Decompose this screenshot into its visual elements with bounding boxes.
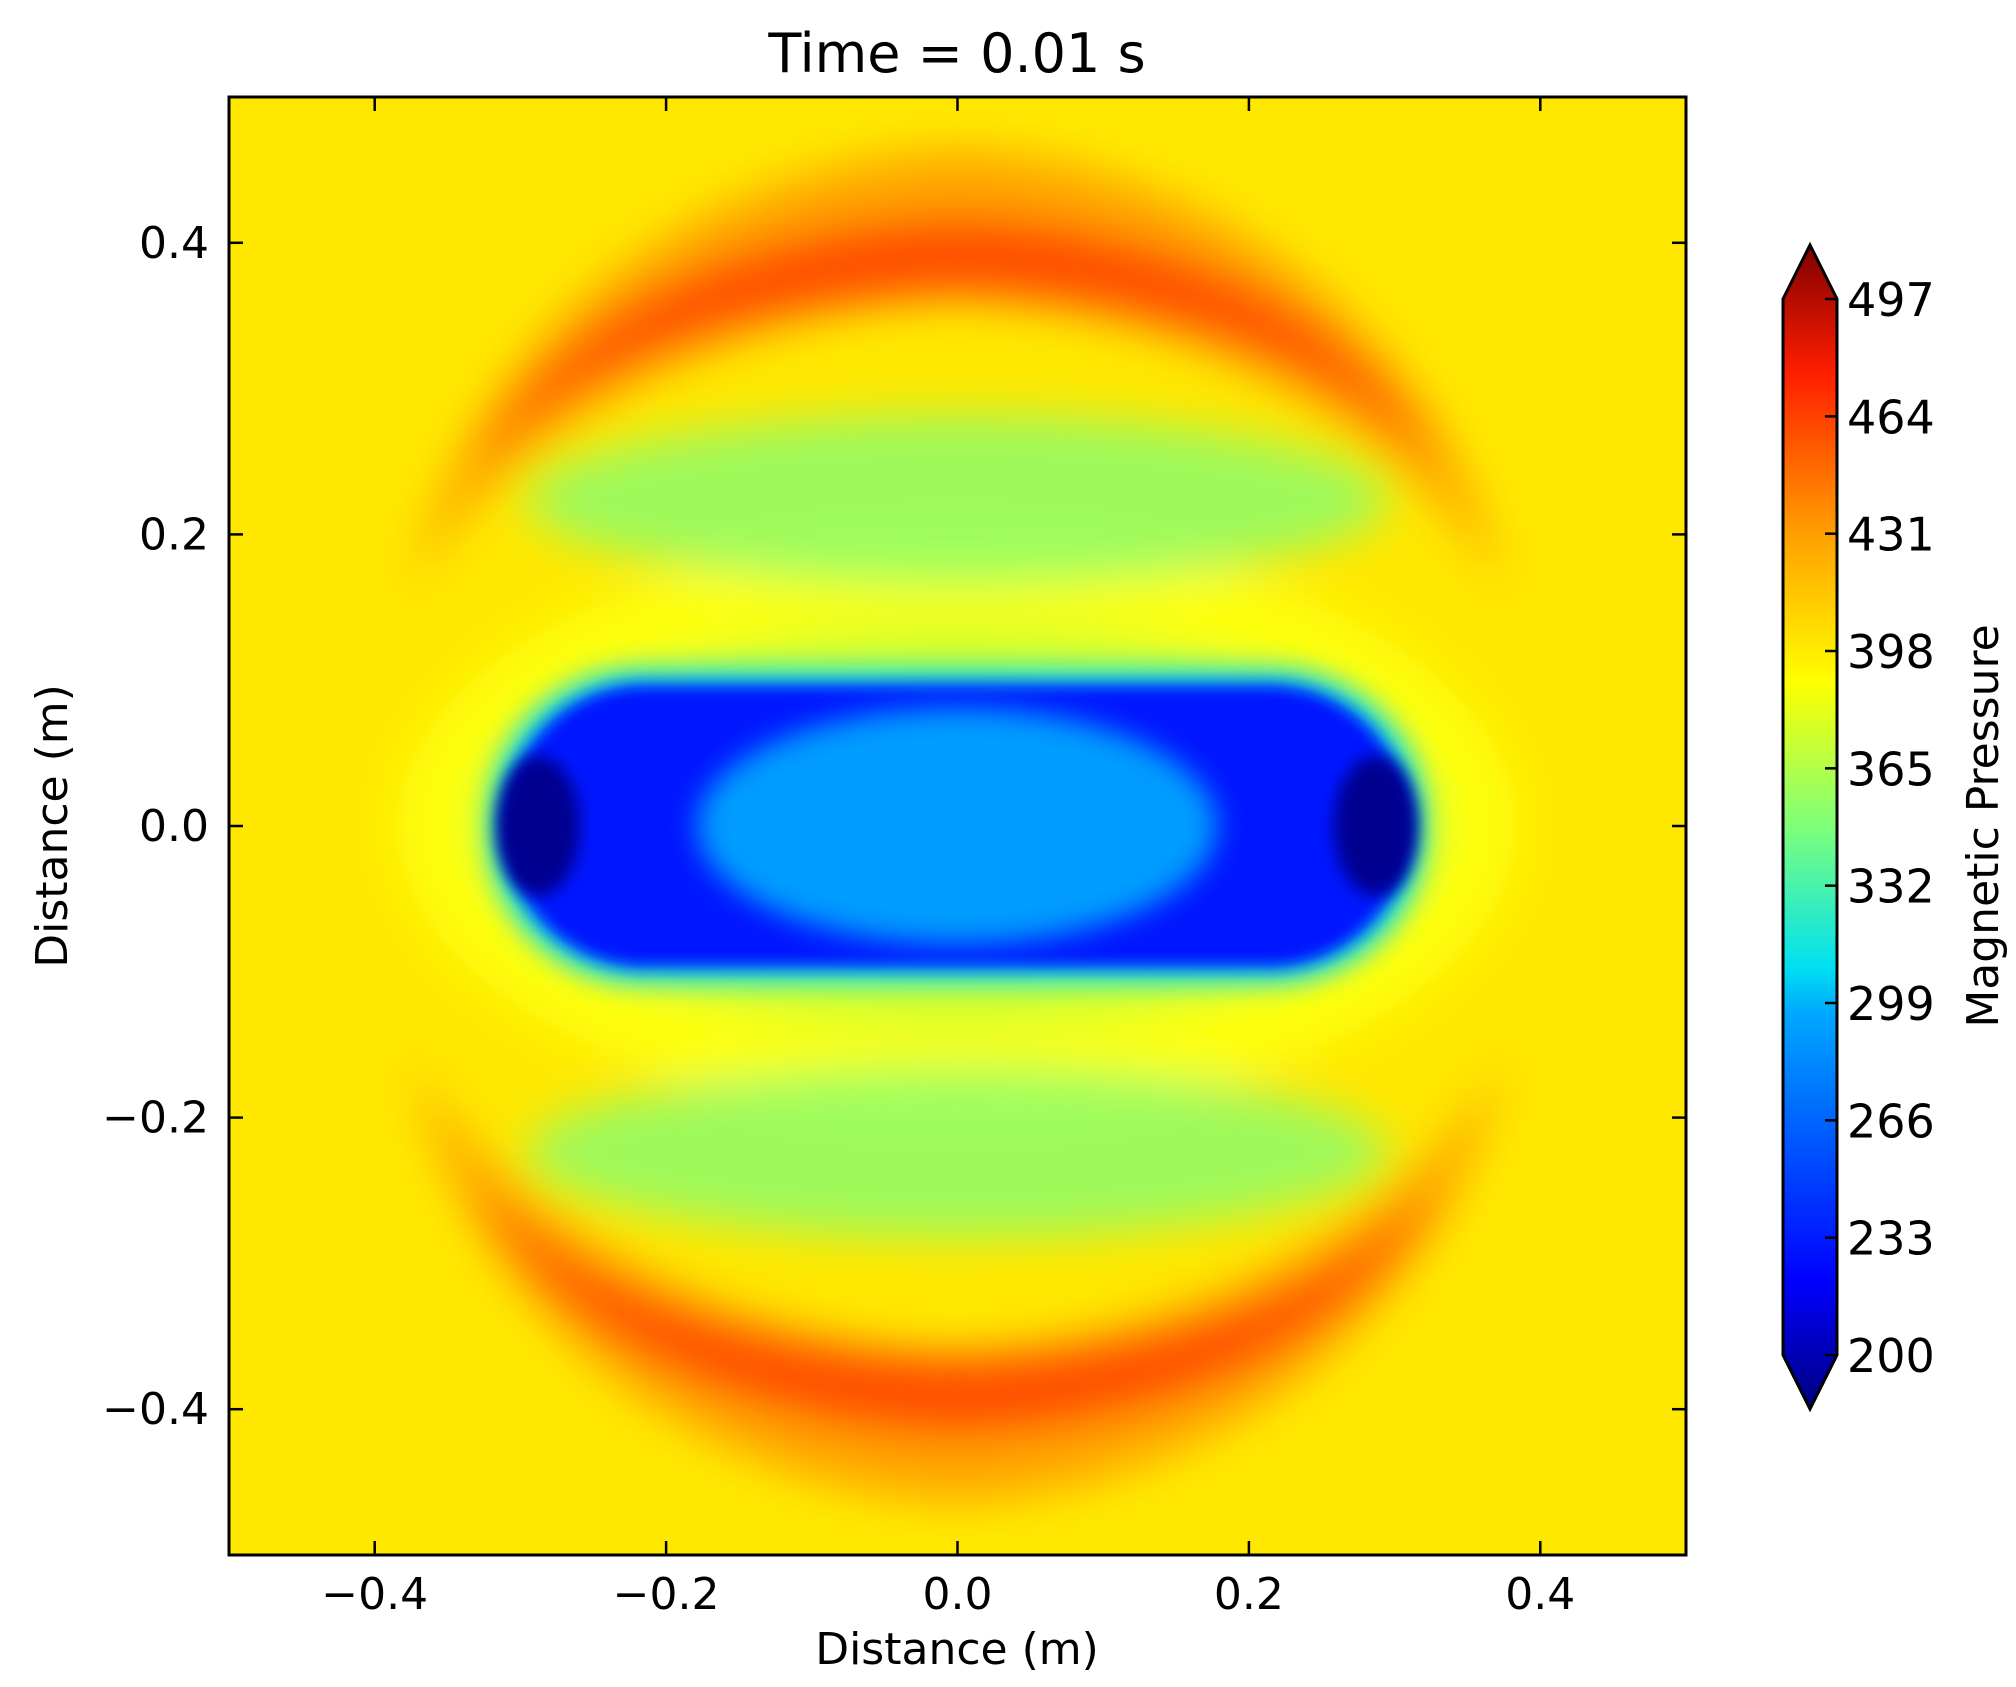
colorbar-gradient (1783, 245, 1837, 1409)
colorbar-tick-label: 431 (1847, 508, 1935, 562)
y-axis-label: Distance (m) (27, 684, 78, 968)
colorbar-tick-label: 200 (1847, 1329, 1935, 1383)
colorbar-tick-label: 398 (1847, 625, 1935, 679)
colorbar-ticks: 497 464 431 398 365 332 299 266 233 200 (1825, 273, 1935, 1383)
lower-high-pressure-arc (410, 1060, 1504, 1502)
central-low-pressure-region (490, 670, 1424, 982)
colorbar-tick-label: 299 (1847, 977, 1935, 1031)
x-tick-label: 0.4 (1505, 1569, 1575, 1620)
y-tick-label: −0.4 (102, 1384, 209, 1435)
colorbar-label: Magnetic Pressure (1958, 624, 2009, 1027)
colorbar-tick-label: 497 (1847, 273, 1935, 327)
chart-title: Time = 0.01 s (767, 22, 1145, 85)
y-tick-label: 0.0 (139, 801, 209, 852)
colorbar-tick-label: 365 (1847, 742, 1935, 796)
colorbar-tick-label: 233 (1847, 1212, 1935, 1266)
x-axis-label: Distance (m) (815, 1624, 1099, 1675)
colorbar-tick-label: 266 (1847, 1094, 1935, 1148)
y-tick-label: 0.4 (139, 218, 209, 269)
y-tick-label: −0.2 (102, 1093, 209, 1144)
x-tick-label: −0.2 (613, 1569, 720, 1620)
x-tick-label: 0.0 (923, 1569, 993, 1620)
y-tick-label: 0.2 (139, 509, 209, 560)
axis-ticks: −0.4 −0.2 0.0 0.2 0.4 0.4 0.2 0.0 −0.2 −0.4 (102, 97, 1686, 1620)
x-tick-label: −0.4 (321, 1569, 428, 1620)
colorbar-tick-label: 332 (1847, 860, 1935, 914)
x-tick-label: 0.2 (1214, 1569, 1284, 1620)
colorbar-tick-label: 464 (1847, 390, 1935, 444)
upper-high-pressure-arc (410, 150, 1504, 590)
heatmap-image (229, 97, 1686, 1555)
colorbar: 497 464 431 398 365 332 299 266 233 200 Magnetic … (1781, 241, 2009, 1413)
